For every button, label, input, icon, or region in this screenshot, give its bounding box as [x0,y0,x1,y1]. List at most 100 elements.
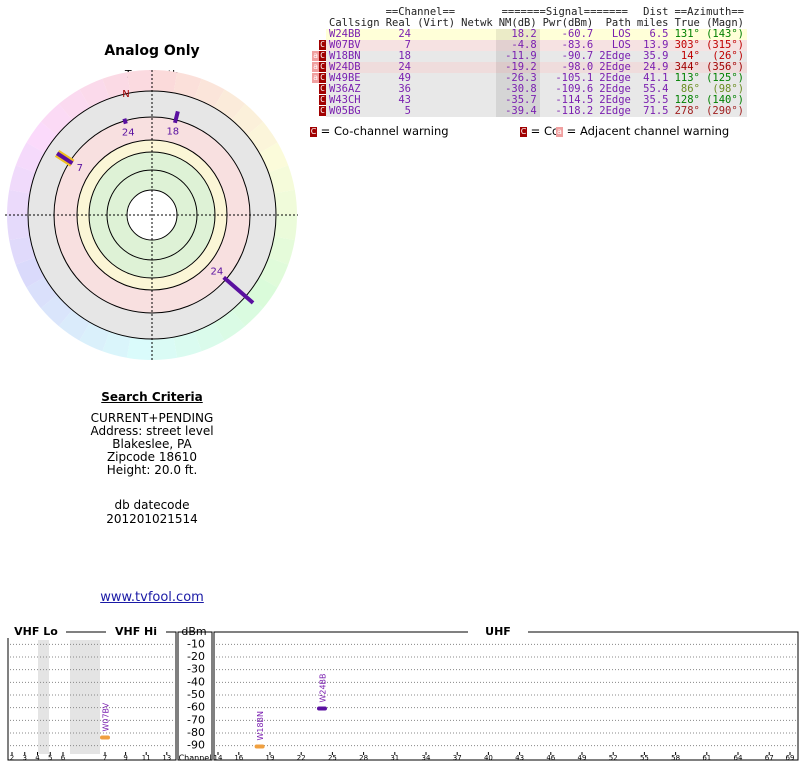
cell-path: 2Edge [599,83,631,95]
band-bg [106,626,166,638]
x-tick-label: 58 [671,754,680,762]
adj-flag: a [312,62,319,72]
table-row: W24BB 24 18.2 -60.7 LOS 6.5 131° (143°) [312,28,748,40]
cell-pwr: -98.0 [561,61,594,73]
link[interactable]: www.tvfool.com [100,590,204,605]
co-flag: C [319,40,326,50]
x-tick-label: 64 [734,754,743,762]
y-tick-label: -10 [187,637,205,650]
co-flag: C [319,95,326,105]
empty-cell [414,51,458,62]
polar-mark [173,110,180,124]
band-bg [468,626,528,638]
band-title: VHF Lo [14,625,58,638]
cell-dist: 41.1 [643,72,669,84]
empty-cell [458,62,496,73]
cell-pwr: -60.7 [561,28,594,40]
cell-real: 7 [404,39,411,51]
co-icon: C [310,126,317,137]
cell-nm: -35.7 [495,95,540,106]
y-tick-label: -70 [187,713,205,726]
co-text: = Co-channel warning [320,124,449,138]
band-bg [6,626,66,638]
cell-dist: 35.9 [643,50,669,62]
spectrum-mark [317,706,327,711]
cell-pwr: -90.7 [561,50,594,62]
polar-mark [122,118,128,125]
x-tick-label: 16 [234,754,243,762]
cell-nm: -30.8 [495,84,540,95]
x-tick-label: 34 [422,754,431,762]
empty-cell [414,106,458,117]
station-table: ==Channel== =======Signal======= Dist ==Azi… [312,7,748,117]
empty-cell [458,106,496,117]
x-tick-label: 67 [765,754,774,762]
cell-real: 5 [404,105,411,117]
search-line: Address: street level [90,424,214,438]
table-row: a C W24DB 24 -19.2 -98.0 2Edge 24.9 344° (356°) [312,61,748,73]
cell-real: 43 [398,94,411,106]
gap [38,640,49,754]
y-tick-label: -20 [187,650,205,663]
co-flag: C [319,106,326,116]
column-header: Real [385,17,411,29]
cell-callsign: W43CH [329,94,361,106]
cell-callsign: W24DB [329,61,361,73]
co-flag: C [319,51,326,61]
empty-cell [414,84,458,95]
cell-path: LOS [611,39,631,51]
cell-pwr: -109.6 [555,83,594,95]
empty-cell [414,29,458,40]
cell-true: 128° [674,94,700,106]
flags: C [312,106,326,117]
empty-cell [458,40,496,51]
flags: C [312,40,326,51]
empty-cell [458,29,496,40]
cell-magn: (290°) [706,105,745,117]
empty-cell [414,73,458,84]
search-line: Blakeslee, PA [112,437,192,451]
y-tick-label: -40 [187,675,205,688]
legend: a = Adjacent channel warning [556,124,730,138]
n-label: N [122,89,129,100]
search-line: Zipcode 18610 [106,450,198,464]
empty-cell [458,95,496,106]
x-tick-label: 46 [546,754,555,762]
x-tick-label: 6 [61,754,66,762]
empty-cell [414,95,458,106]
cell-real: 24 [398,28,411,40]
band-title: VHF Hi [115,625,157,638]
x-tick-label: 3 [23,754,27,762]
cell-path: 2Edge [599,94,631,106]
datecode: 201201021514 [106,512,198,526]
cell-dist: 13.9 [643,39,669,51]
cell-true: 303° [674,39,700,51]
y-label: dBm [181,625,206,638]
x-tick-label: 31 [390,754,399,762]
column-header: NM(dB) [498,17,537,29]
cell-magn: (140°) [706,94,745,106]
cell-true: 14° [680,50,700,62]
cell-dist: 35.5 [643,94,669,106]
spectrum-label: W18BN [256,711,265,741]
flags [312,29,326,40]
co-flag: C [319,73,326,83]
column-header: (Virt) [417,17,456,29]
x-tick-label: 19 [266,754,275,762]
column-header: True [674,17,700,29]
co-flag: C [319,84,326,94]
cell-pwr: -114.5 [555,94,594,106]
x-tick-label: 9 [123,754,127,762]
column-header: Netwk [461,17,493,29]
column-header: Callsign [329,17,380,29]
panel [177,631,213,761]
y-tick-label: -90 [187,739,205,752]
x-tick-label: 14 [214,754,223,762]
cell-callsign: W49BE [329,72,361,84]
datecode-label: db datecode [114,498,190,512]
cell-true: 344° [674,61,700,73]
search-criteria: Search Criteria CURRENT+PENDING Address: … [52,390,252,526]
